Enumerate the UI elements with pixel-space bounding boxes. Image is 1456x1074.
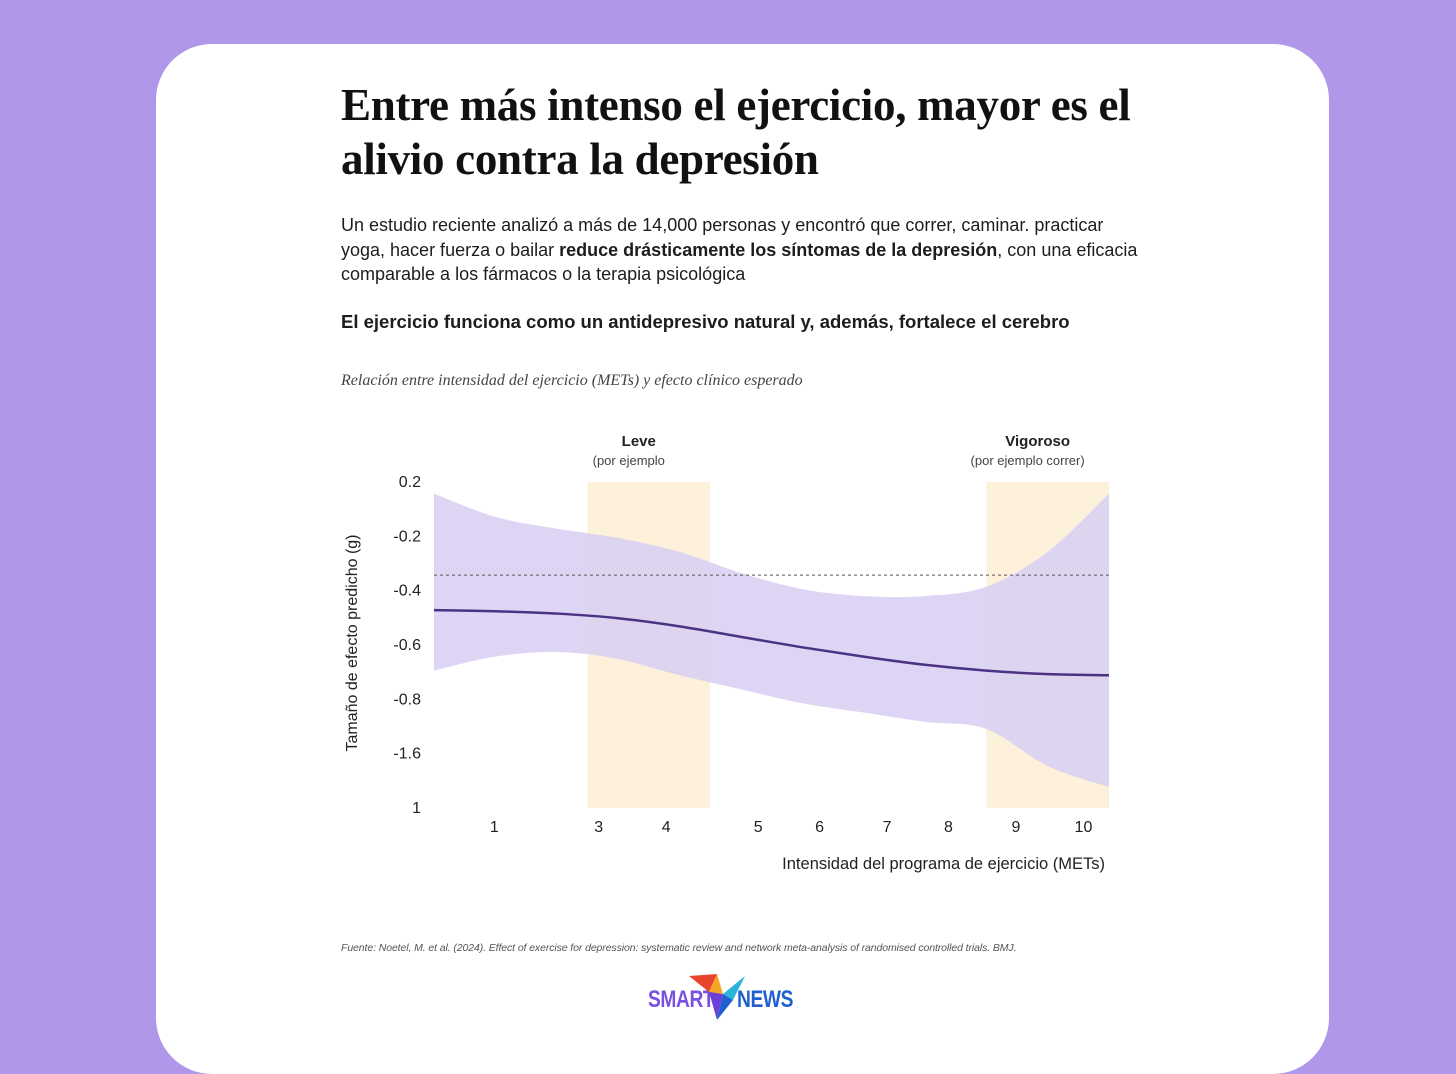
x-tick-label: 1 bbox=[490, 819, 499, 836]
region-label: Leve bbox=[622, 433, 656, 450]
logo-text-smart: SMART bbox=[648, 986, 715, 1013]
x-tick-label: 4 bbox=[662, 819, 671, 836]
y-tick-label: -0.2 bbox=[393, 528, 421, 545]
subheading: El ejercicio funciona como un antidepres… bbox=[341, 311, 1070, 332]
y-tick-label: -0.8 bbox=[393, 691, 421, 708]
source-note: Fuente: Noetel, M. et al. (2024). Effect… bbox=[341, 942, 1017, 954]
region-sublabel: (por ejemplo correr) bbox=[971, 453, 1085, 468]
intro-text-1: Un estudio reciente analizó a más de 14,… bbox=[341, 215, 1104, 260]
x-axis-label: Intensidad del programa de ejercicio (ME… bbox=[782, 855, 1105, 873]
x-tick-label: 6 bbox=[815, 819, 824, 836]
x-tick-label: 5 bbox=[754, 819, 763, 836]
logo-text-news: NEWS bbox=[737, 986, 793, 1013]
page-title: Entre más intenso el ejercicio, mayor es… bbox=[341, 80, 1131, 184]
content-card bbox=[156, 44, 1329, 1074]
x-tick-label: 10 bbox=[1075, 819, 1093, 836]
x-tick-label: 3 bbox=[594, 819, 603, 836]
series-line bbox=[433, 608, 1110, 677]
x-tick-label: 9 bbox=[1012, 819, 1021, 836]
intro-paragraph: Un estudio reciente analizó a más de 14,… bbox=[341, 213, 1141, 287]
region-label: Vigoroso bbox=[1005, 433, 1070, 450]
y-tick-label: 0.2 bbox=[399, 474, 421, 491]
y-tick-label: -0.6 bbox=[393, 637, 421, 654]
y-tick-label: -1.6 bbox=[393, 746, 421, 763]
chart-caption: Relación entre intensidad del ejercicio … bbox=[341, 372, 803, 389]
effect-chart: Leve (por ejemplo Vigoroso (por ejemplo cor… bbox=[344, 433, 1110, 873]
intro-text-2: , con una eficacia comparable a los fárm… bbox=[341, 239, 1138, 285]
x-tick-label: 7 bbox=[883, 819, 892, 836]
y-axis-label: Tamaño de efecto predicho (g) bbox=[344, 534, 361, 751]
y-tick-label: 1 bbox=[412, 800, 421, 817]
region-sublabel: (por ejemplo bbox=[593, 453, 665, 468]
y-tick-label: -0.4 bbox=[393, 583, 421, 600]
confidence-band bbox=[434, 493, 1109, 788]
bird-icon bbox=[689, 974, 745, 1020]
intro-bold: reduce drásticamente los síntomas de la … bbox=[559, 239, 998, 260]
smart-news-logo: SMART NEWS bbox=[645, 970, 805, 1024]
x-tick-label: 8 bbox=[944, 819, 953, 836]
